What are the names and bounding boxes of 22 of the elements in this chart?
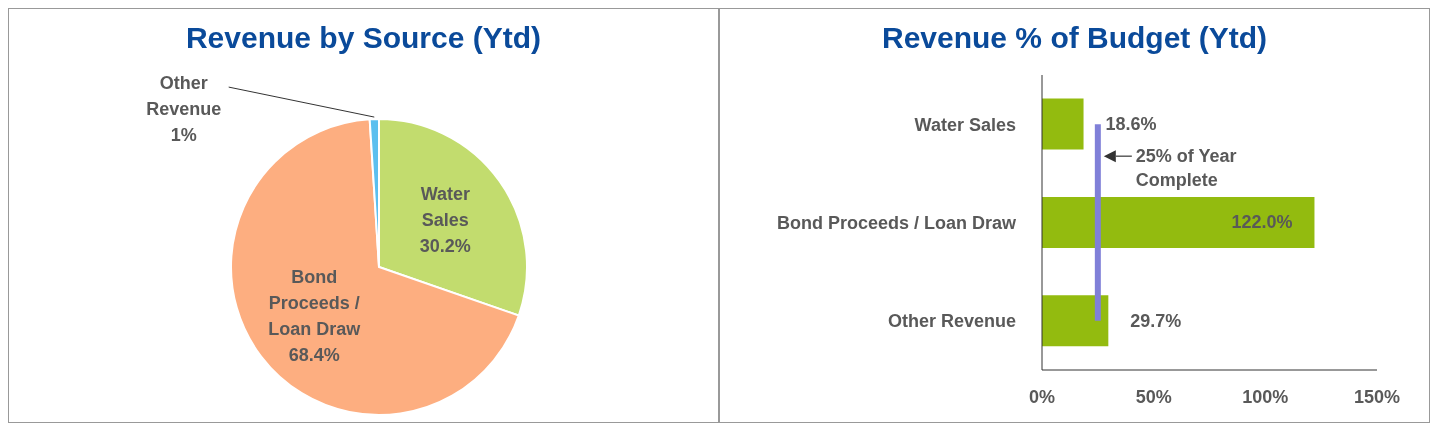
slice-label: Other Revenue	[145, 73, 221, 120]
bar	[1042, 196, 1315, 248]
chart-title: Revenue by Source (Ytd)	[185, 21, 542, 56]
data-label: 1%	[170, 125, 197, 146]
x-tick-label: 50%	[1135, 386, 1172, 407]
slice-label: Water Sales	[420, 183, 470, 230]
chart-title: Revenue % of Budget (Ytd)	[881, 21, 1267, 56]
data-label: 18.6%	[1105, 114, 1157, 135]
data-label: 68.4%	[288, 345, 340, 366]
y-tick-label: Other Revenue	[887, 311, 1016, 332]
y-tick-label: Water Sales	[914, 114, 1016, 135]
bar	[1042, 295, 1109, 347]
ref-line-label: 25% of Year Complete	[1135, 146, 1237, 191]
x-tick-label: 150%	[1353, 386, 1401, 407]
bar	[1042, 98, 1084, 150]
y-tick-label: Bond Proceeds / Loan Draw	[776, 212, 1017, 233]
data-label: 122.0%	[1231, 212, 1293, 233]
x-tick-label: 0%	[1028, 386, 1056, 407]
slice-label: Bond Proceeds / Loan Draw	[267, 267, 361, 340]
data-label: 30.2%	[419, 235, 471, 256]
x-tick-label: 100%	[1242, 386, 1289, 407]
data-label: 29.7%	[1130, 310, 1182, 331]
